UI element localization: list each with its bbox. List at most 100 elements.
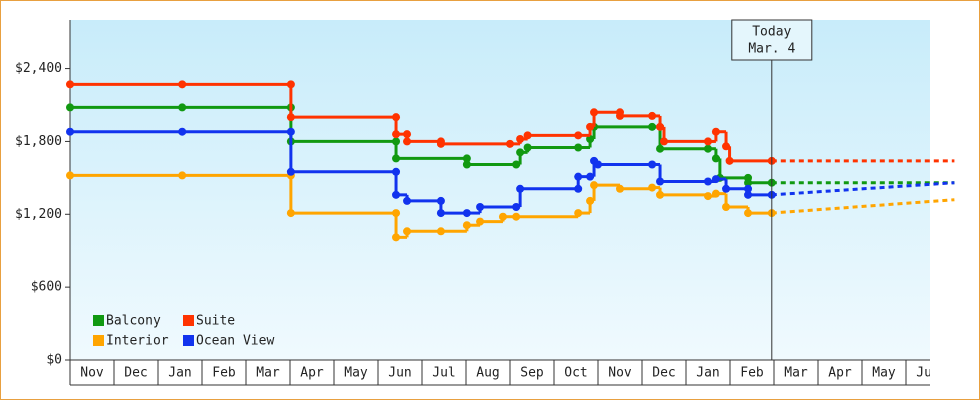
point (656, 144, 665, 153)
projection (771, 181, 955, 197)
point (744, 178, 753, 187)
point (436, 227, 445, 236)
y-tick-label: $0 (46, 353, 62, 368)
point (574, 209, 583, 218)
x-tick-label: Jun (388, 366, 411, 381)
y-tick-label: $1,200 (15, 207, 62, 222)
y-tick-label: $600 (31, 280, 62, 295)
point (586, 172, 595, 181)
point (594, 160, 602, 169)
point (704, 144, 712, 153)
month-cell (553, 359, 599, 386)
point (66, 171, 74, 180)
projection (771, 198, 955, 215)
point (648, 122, 657, 131)
point (586, 196, 595, 205)
point (574, 184, 583, 193)
point (725, 156, 734, 165)
legend-label: Balcony (106, 314, 161, 329)
point (704, 192, 712, 201)
point (66, 80, 74, 89)
point (286, 127, 295, 136)
legend-swatch (183, 315, 194, 326)
point (648, 160, 657, 169)
point (178, 171, 187, 180)
point (403, 130, 412, 139)
point (722, 203, 731, 211)
point (403, 227, 412, 236)
point (403, 196, 412, 205)
month-cell (113, 359, 159, 386)
today-label: Today (752, 25, 791, 40)
point (392, 154, 401, 163)
point (656, 177, 665, 186)
x-tick-label: Dec (652, 366, 675, 381)
point (178, 103, 187, 112)
x-tick-label: Jul (432, 366, 455, 381)
point (462, 154, 471, 163)
point (616, 184, 624, 193)
point (462, 160, 471, 169)
month-cell (509, 359, 555, 386)
x-tick-label: Mar (784, 366, 808, 381)
legend-label: Interior (106, 334, 169, 349)
x-tick-label: May (872, 366, 896, 381)
point (744, 190, 753, 199)
x-tick-label: Feb (740, 366, 764, 381)
point (436, 139, 445, 148)
x-tick-label: Mar (256, 366, 280, 381)
month-cell (70, 359, 115, 386)
y-tick-label: $1,800 (15, 134, 62, 149)
point (178, 127, 187, 136)
point (512, 203, 521, 211)
legend-label: Suite (196, 314, 235, 329)
point (516, 135, 525, 143)
x-tick-label: Jan (696, 366, 719, 381)
month-cell (201, 359, 247, 386)
point (462, 221, 471, 230)
point (586, 135, 595, 143)
x-tick-label: May (344, 366, 368, 381)
point (590, 108, 599, 117)
month-cell (597, 359, 643, 386)
x-tick-label: Jun (916, 366, 939, 381)
point (744, 184, 753, 193)
point (506, 139, 514, 148)
month-cell (817, 359, 863, 386)
point (66, 127, 74, 136)
point (516, 184, 525, 193)
point (586, 122, 595, 131)
legend-swatch (93, 335, 104, 346)
point (648, 183, 657, 192)
legend-swatch (183, 335, 194, 346)
point (476, 203, 485, 211)
point (286, 209, 295, 218)
x-tick-label: Feb (212, 366, 236, 381)
x-tick-label: Oct (564, 366, 587, 381)
x-tick-label: Apr (828, 366, 852, 381)
point (704, 177, 712, 186)
point (711, 189, 720, 198)
point (744, 209, 753, 218)
point (436, 209, 445, 218)
point (722, 184, 731, 193)
point (722, 142, 731, 151)
point (436, 196, 445, 205)
point (523, 143, 532, 152)
legend-label: Ocean View (196, 334, 274, 349)
point (392, 167, 401, 176)
point (574, 131, 583, 140)
today-date: Mar. 4 (748, 42, 795, 57)
point (178, 80, 187, 89)
point (392, 137, 401, 146)
point (660, 137, 668, 146)
x-tick-label: Jan (168, 366, 191, 381)
month-cell (861, 359, 907, 386)
point (711, 127, 720, 136)
point (498, 212, 507, 221)
point (704, 137, 712, 146)
point (392, 233, 401, 242)
plot-area (70, 20, 930, 360)
point (392, 209, 401, 218)
x-tick-label: Nov (608, 366, 632, 381)
